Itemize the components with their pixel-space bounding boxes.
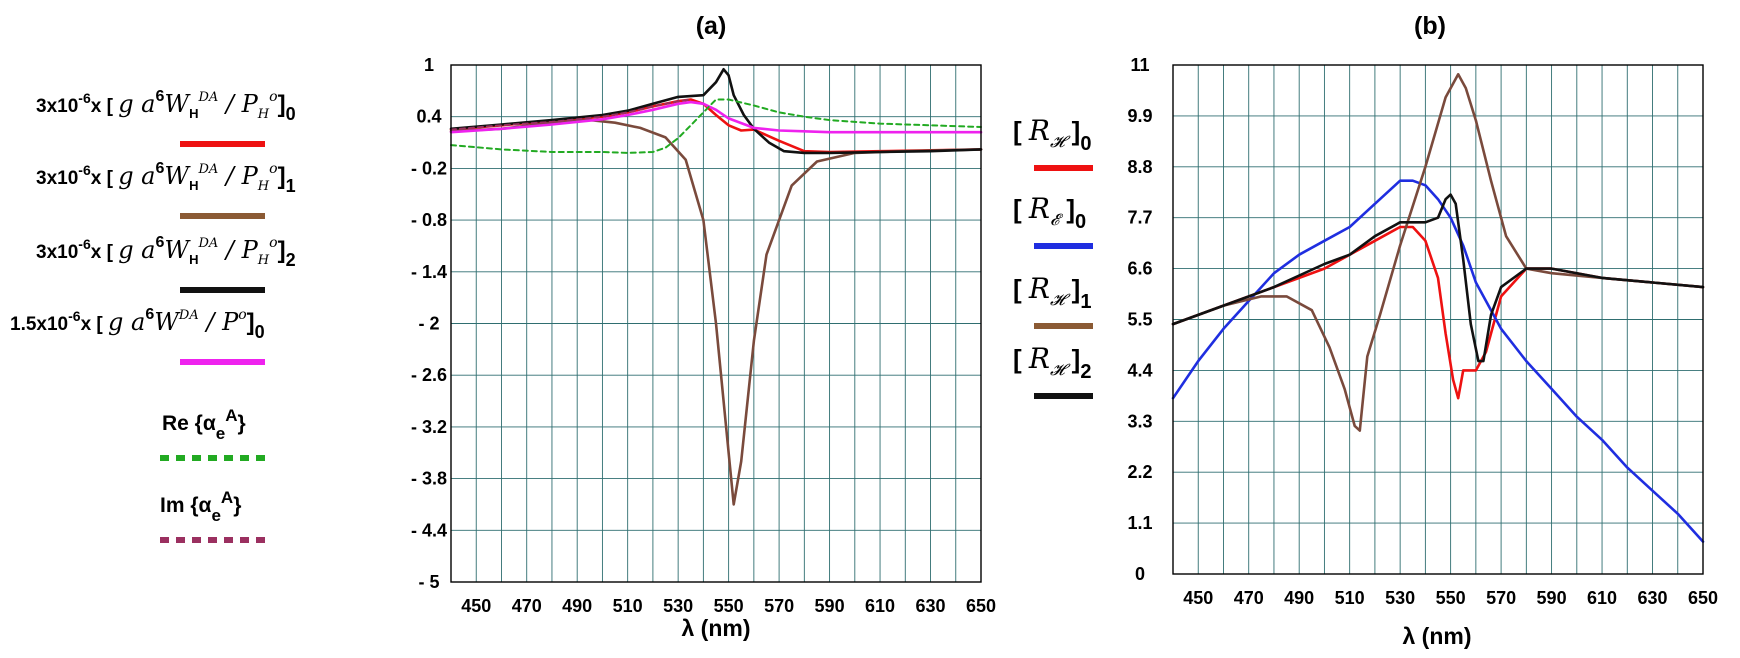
- legend-a-label-black: 3x10-6x [ g a6WHDA / PHo]2: [36, 234, 296, 270]
- panel-b-y-tick-label: 4.4: [1127, 360, 1152, 380]
- panel-a-x-tick-label: 530: [663, 596, 693, 616]
- panel-a-series-line-4: [450, 98, 982, 154]
- panel-b-series-line-0: [1171, 225, 1705, 400]
- panel-b-y-tick-label: 8.8: [1127, 157, 1152, 177]
- panel-b-series-line-3: [1171, 193, 1705, 363]
- panel-a-series: [449, 68, 983, 506]
- panel-a-x-axis-label: λ (nm): [682, 615, 751, 641]
- panel-b-y-ticks: 0 1.1 2.2 3.3 4.4 5.5 6.6 7.7 8.8 9.9 11: [1127, 55, 1152, 584]
- panel-a-title: (a): [696, 12, 727, 40]
- panel-a-y-tick-label: 1: [424, 55, 434, 75]
- panel-b-x-tick-label: 470: [1234, 588, 1264, 608]
- panel-b-y-tick-label: 0: [1135, 564, 1145, 584]
- panel-b-x-tick-label: 530: [1385, 588, 1415, 608]
- legend-a-label-red: 3x10-6x [ g a6WHDA / PHo]0: [36, 88, 296, 124]
- panel-b-y-tick-label: 2.2: [1127, 462, 1152, 482]
- legend-a-label-brown: 3x10-6x [ g a6WHDA / PHo]1: [36, 160, 296, 196]
- panel-a-y-tick-label: 0.4: [416, 107, 441, 127]
- panel-b-y-tick-label: 1.1: [1127, 513, 1152, 533]
- panel-a-series-line-5: [450, 98, 692, 131]
- panel-b-x-tick-label: 510: [1335, 588, 1365, 608]
- panel-a-y-tick-label: - 0.8: [411, 210, 447, 230]
- panel-b-x-ticks: 450 470 490 510 530 550 570 590 610 630 650: [1183, 588, 1718, 608]
- panel-a-x-tick-label: 510: [613, 596, 643, 616]
- panel-a-x-tick-label: 470: [512, 596, 542, 616]
- panel-a-plot-frame: [450, 64, 982, 583]
- panel-b-series-line-1: [1171, 179, 1705, 543]
- legend-a-label-magenta: 1.5x10-6x [ g a6WDA / Po]0: [10, 306, 265, 342]
- panel-a-y-tick-label: - 2: [418, 314, 439, 334]
- panel-a-x-tick-label: 610: [865, 596, 895, 616]
- legend-b-label-r2: [ R𝓗 ]2: [1013, 342, 1091, 383]
- panel-a-y-tick-label: - 3.2: [411, 417, 447, 437]
- panel-a-y-tick-label: - 0.2: [411, 158, 447, 178]
- panel-a-x-tick-label: 490: [562, 596, 592, 616]
- legend-a-label-re: Re {αeA}: [162, 406, 246, 443]
- panel-a-x-tick-label: 630: [916, 596, 946, 616]
- panel-a-x-tick-label: 550: [714, 596, 744, 616]
- legend-a-label-im: Im {αeA}: [160, 488, 241, 525]
- panel-a-x-tick-label: 570: [764, 596, 794, 616]
- legend-b-label-r1: [ R𝓗 ]1: [1013, 272, 1091, 313]
- legend-panel-b: [ R𝓗 ]0 [ R𝓔 ]0 [ R𝓗 ]1 [ R𝓗 ]2: [1013, 114, 1093, 399]
- panel-a-x-tick-label: 590: [815, 596, 845, 616]
- panel-b-x-axis-label: λ (nm): [1403, 623, 1472, 649]
- panel-a-series-line-3: [449, 100, 983, 134]
- chart-panel-a: (a) 1 0.4 - 0.2 - 0.8 - 1.4 - 2 - 2.6 - 3.2 - 3.…: [411, 12, 996, 641]
- panel-a-x-ticks: 450 470 490 510 530 550 570 590 610 630 650: [461, 596, 996, 616]
- panel-a-y-ticks: 1 0.4 - 0.2 - 0.8 - 1.4 - 2 - 2.6 - 3.2 - 3.8 - 4…: [411, 55, 447, 592]
- panel-b-series: [1171, 73, 1705, 543]
- panel-b-grid: [1173, 65, 1703, 574]
- panel-b-x-tick-label: 630: [1638, 588, 1668, 608]
- panel-b-x-tick-label: 610: [1587, 588, 1617, 608]
- panel-a-series-line-2: [449, 68, 983, 155]
- panel-b-y-tick-label: 6.6: [1127, 259, 1152, 279]
- panel-b-x-tick-label: 490: [1284, 588, 1314, 608]
- legend-b-label-r0: [ R𝓗 ]0: [1013, 114, 1091, 155]
- panel-a-y-tick-label: - 4.4: [411, 520, 447, 540]
- panel-b-y-tick-label: 7.7: [1127, 208, 1152, 228]
- panel-a-y-tick-label: - 3.8: [411, 469, 447, 489]
- panel-b-title: (b): [1414, 12, 1446, 40]
- panel-b-x-tick-label: 590: [1537, 588, 1567, 608]
- panel-a-y-tick-label: - 1.4: [411, 262, 447, 282]
- legend-b-label-e0: [ R𝓔 ]0: [1013, 192, 1086, 233]
- panel-b-y-tick-label: 5.5: [1127, 310, 1152, 330]
- panel-b-x-tick-label: 650: [1688, 588, 1718, 608]
- panel-b-x-tick-label: 570: [1486, 588, 1516, 608]
- panel-b-plot-frame: [1172, 64, 1704, 575]
- chart-panel-b: (b) 0 1.1 2.2 3.3 4.4 5.5 6.6 7.7 8.8 9.9 11 450 47…: [1127, 12, 1718, 649]
- panel-b-y-tick-label: 9.9: [1127, 106, 1152, 126]
- legend-panel-a: 3x10-6x [ g a6WHDA / PHo]0 3x10-6x [ g a6…: [10, 88, 296, 543]
- panel-a-y-tick-label: - 5: [418, 572, 439, 592]
- panel-b-x-tick-label: 550: [1436, 588, 1466, 608]
- panel-a-y-tick-label: - 2.6: [411, 365, 447, 385]
- panel-a-series-line-1: [449, 118, 983, 506]
- panel-b-x-tick-label: 450: [1183, 588, 1213, 608]
- panel-b-y-tick-label: 11: [1130, 55, 1149, 75]
- panel-b-series-line-2: [1171, 73, 1705, 432]
- panel-a-x-tick-label: 450: [461, 596, 491, 616]
- panel-b-y-tick-label: 3.3: [1127, 411, 1152, 431]
- panel-a-x-tick-label: 650: [966, 596, 996, 616]
